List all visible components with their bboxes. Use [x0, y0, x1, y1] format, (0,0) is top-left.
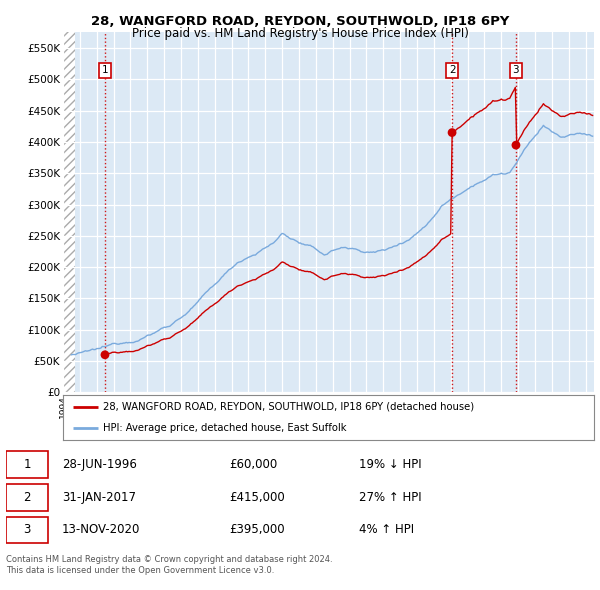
FancyBboxPatch shape: [6, 484, 49, 511]
Text: 2: 2: [23, 490, 31, 504]
Bar: [63, 32, 75, 392]
Point: [100, 350, 110, 359]
Text: 28, WANGFORD ROAD, REYDON, SOUTHWOLD, IP18 6PY: 28, WANGFORD ROAD, REYDON, SOUTHWOLD, IP…: [91, 15, 509, 28]
Text: 1: 1: [101, 65, 108, 76]
Text: This data is licensed under the Open Government Licence v3.0.: This data is licensed under the Open Gov…: [6, 566, 274, 575]
Point: [511, 140, 521, 150]
Text: Price paid vs. HM Land Registry's House Price Index (HPI): Price paid vs. HM Land Registry's House …: [131, 27, 469, 40]
Text: 28, WANGFORD ROAD, REYDON, SOUTHWOLD, IP18 6PY (detached house): 28, WANGFORD ROAD, REYDON, SOUTHWOLD, IP…: [103, 402, 474, 412]
Text: £60,000: £60,000: [229, 458, 278, 471]
Text: 1: 1: [23, 458, 31, 471]
Text: 3: 3: [512, 65, 519, 76]
Text: 3: 3: [23, 523, 31, 536]
Text: HPI: Average price, detached house, East Suffolk: HPI: Average price, detached house, East…: [103, 423, 346, 433]
Text: 2: 2: [449, 65, 455, 76]
Text: 28-JUN-1996: 28-JUN-1996: [62, 458, 137, 471]
Text: £395,000: £395,000: [229, 523, 285, 536]
Text: £415,000: £415,000: [229, 490, 285, 504]
Text: 31-JAN-2017: 31-JAN-2017: [62, 490, 136, 504]
Text: 27% ↑ HPI: 27% ↑ HPI: [359, 490, 421, 504]
Text: 19% ↓ HPI: 19% ↓ HPI: [359, 458, 421, 471]
Text: 13-NOV-2020: 13-NOV-2020: [62, 523, 140, 536]
Text: Contains HM Land Registry data © Crown copyright and database right 2024.: Contains HM Land Registry data © Crown c…: [6, 555, 332, 563]
FancyBboxPatch shape: [6, 517, 49, 543]
Point: [447, 128, 457, 137]
Text: 4% ↑ HPI: 4% ↑ HPI: [359, 523, 414, 536]
FancyBboxPatch shape: [6, 451, 49, 478]
